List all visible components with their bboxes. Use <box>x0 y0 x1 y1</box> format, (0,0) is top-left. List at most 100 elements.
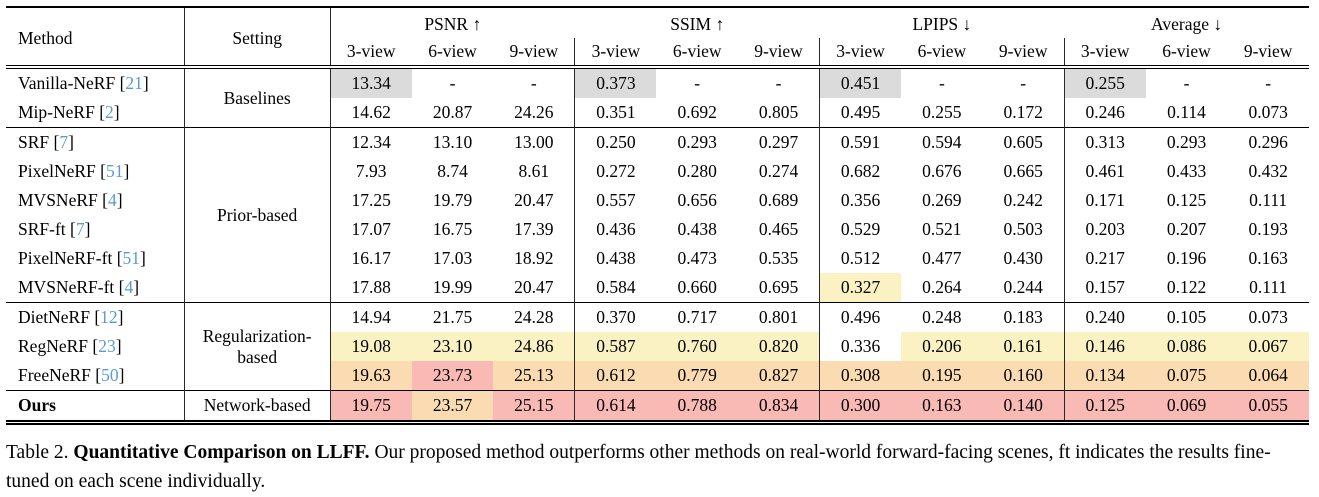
subview-header: 3-view <box>1064 38 1146 69</box>
table-header: Method Setting PSNR ↑ SSIM ↑ LPIPS ↓ Ave… <box>6 7 1309 69</box>
value-cell: 25.15 <box>493 390 576 423</box>
value-cell: 0.206 <box>901 332 983 361</box>
value-cell: 0.612 <box>574 361 657 391</box>
method-name: MVSNeRF <box>18 190 98 210</box>
citation: 4 <box>124 277 134 297</box>
value-cell: 20.47 <box>493 273 576 303</box>
value-cell: 0.827 <box>737 361 821 391</box>
method-name: DietNeRF <box>18 307 90 327</box>
value-cell: 23.10 <box>411 332 494 361</box>
value-cell: 0.207 <box>1166 219 1207 239</box>
table-row: SRF [7] Prior-based 12.34 13.10 13.00 0.250 0.… <box>6 127 1309 303</box>
value-cell: 19.99 <box>432 277 473 297</box>
value-cell: 0.140 <box>982 390 1065 423</box>
value-cell: 0.465 <box>737 215 821 244</box>
table-row: RegNeRF [23] 19.08 23.10 24.86 0.587 0.760 0.8… <box>6 332 1309 361</box>
table-row: Ours Network-based 19.75 23.57 25.15 0.614 0.7… <box>6 390 1309 423</box>
value-cell: 0.163 <box>901 390 983 423</box>
value-cell: 0.055 <box>1227 390 1309 423</box>
value-cell: 14.62 <box>351 102 391 122</box>
value-cell: 7.93 <box>355 161 387 181</box>
value-cell: 24.26 <box>493 98 576 128</box>
value-cell: 17.39 <box>493 215 576 244</box>
subview-header: 3-view <box>819 38 902 69</box>
value-cell: 19.75 <box>330 390 412 423</box>
subview-header: 9-view <box>1227 38 1309 69</box>
value-cell: 0.073 <box>1248 102 1288 122</box>
value-cell: 0.280 <box>677 161 717 181</box>
value-cell: 0.069 <box>1145 390 1228 423</box>
value-cell: 0.495 <box>840 102 881 122</box>
method-cell: PixelNeRF-ft [51] <box>6 244 185 273</box>
value-cell: 0.195 <box>901 361 983 391</box>
table-row: Mip-NeRF [2] 14.62 20.87 24.26 0.351 0.692 0.8… <box>6 98 1309 128</box>
results-table: Method Setting PSNR ↑ SSIM ↑ LPIPS ↓ Ave… <box>6 6 1309 425</box>
value-cell: 0.438 <box>596 248 636 268</box>
method-cell: SRF-ft [7] <box>6 215 185 244</box>
value-cell: 0.676 <box>922 161 962 181</box>
value-cell: 17.03 <box>432 248 473 268</box>
value-cell: 0.689 <box>737 186 821 215</box>
value-cell: 0.327 <box>819 273 902 303</box>
value-cell: 19.79 <box>432 190 473 210</box>
citation: 12 <box>100 307 118 327</box>
method-name: MVSNeRF-ft <box>18 277 115 297</box>
group-header-psnr: PSNR ↑ <box>424 14 482 34</box>
method-cell: Ours <box>6 390 185 423</box>
value-cell: 0.660 <box>677 277 717 297</box>
method-name: PixelNeRF <box>18 161 96 181</box>
value-cell: 0.264 <box>922 277 962 297</box>
method-cell: DietNeRF [12] <box>6 302 185 332</box>
value-cell: 0.665 <box>982 157 1065 186</box>
method-cell: Mip-NeRF [2] <box>6 98 185 128</box>
value-cell: 0.255 <box>1064 67 1146 98</box>
value-cell: 0.373 <box>574 67 657 98</box>
subview-header: 9-view <box>982 38 1065 69</box>
value-cell: 0.695 <box>737 273 821 303</box>
value-cell: 0.760 <box>656 332 738 361</box>
value-cell: 0.146 <box>1064 332 1146 361</box>
value-cell: 0.161 <box>982 332 1065 361</box>
value-cell: 17.07 <box>351 219 391 239</box>
setting-cell: Prior-based <box>184 127 331 303</box>
method-name: Vanilla-NeRF <box>18 73 116 93</box>
group-header-average: Average ↓ <box>1151 14 1223 34</box>
group-header-lpips: LPIPS ↓ <box>912 14 972 34</box>
citation: 2 <box>105 102 114 122</box>
method-name: FreeNeRF <box>18 365 91 385</box>
value-cell: 0.171 <box>1085 190 1125 210</box>
value-cell: 12.34 <box>330 127 412 157</box>
value-cell: 14.94 <box>330 302 412 332</box>
value-cell: 0.503 <box>982 215 1065 244</box>
value-cell: 0.451 <box>819 67 902 98</box>
group-header-ssim: SSIM ↑ <box>670 14 725 34</box>
citation: 7 <box>59 132 69 152</box>
value-cell: 0.594 <box>901 127 983 157</box>
table-row: MVSNeRF-ft [4] 17.88 19.99 20.47 0.584 0.660 0… <box>6 273 1309 303</box>
value-cell: 0.246 <box>1085 102 1125 122</box>
value-cell: 0.134 <box>1064 361 1146 391</box>
setting-header: Setting <box>184 7 331 69</box>
value-cell: 0.614 <box>574 390 657 423</box>
subview-header: 3-view <box>574 38 657 69</box>
table-row: Vanilla-NeRF [21] Baselines 13.34- -0.373- -… <box>6 67 1309 128</box>
method-header: Method <box>6 7 185 69</box>
citation: 50 <box>101 365 119 385</box>
value-cell: 0.605 <box>982 127 1065 157</box>
citation: 21 <box>125 73 143 93</box>
method-name: RegNeRF <box>18 336 88 356</box>
value-cell: 0.805 <box>737 98 821 128</box>
subview-header-row: 3-view 6-view 9-view 3-view 6-view 9-vie… <box>6 38 1309 69</box>
method-cell: MVSNeRF-ft [4] <box>6 273 185 303</box>
value-cell: - <box>449 73 456 93</box>
value-cell: 25.13 <box>493 361 576 391</box>
value-cell: 19.63 <box>330 361 412 391</box>
setting-cell: Baselines <box>184 67 331 128</box>
value-cell: 0.788 <box>656 390 738 423</box>
value-cell: 0.193 <box>1248 219 1288 239</box>
value-cell: 24.28 <box>493 302 576 332</box>
value-cell: 0.473 <box>677 248 717 268</box>
caption-label: Table 2. <box>6 442 69 463</box>
value-cell: 0.820 <box>737 332 821 361</box>
value-cell: 16.75 <box>432 219 473 239</box>
